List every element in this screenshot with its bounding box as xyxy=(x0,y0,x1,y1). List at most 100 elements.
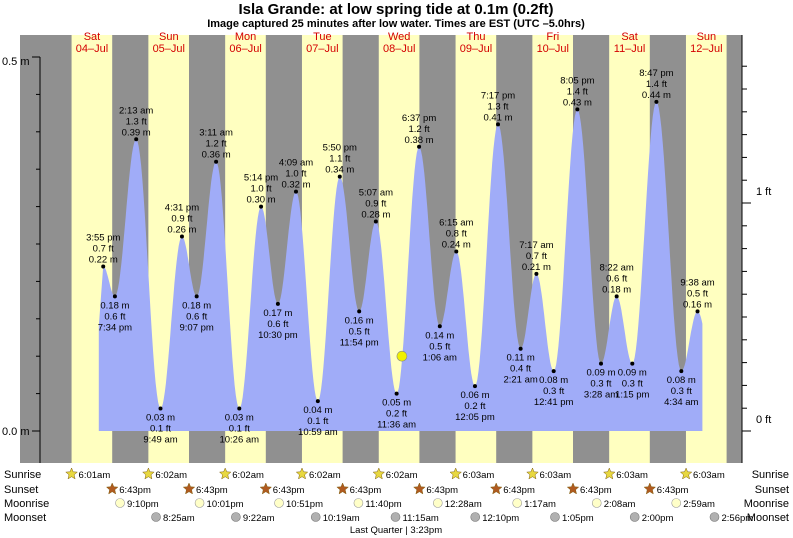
tide-point xyxy=(454,249,459,254)
moonrise-label-right: Moonrise xyxy=(744,498,789,510)
tide-point xyxy=(472,384,477,389)
tide-label: 0.11 m xyxy=(506,353,534,364)
sunrise-label-left: Sunrise xyxy=(4,469,41,481)
tide-label: 7:17 am xyxy=(519,240,553,251)
tide-area xyxy=(98,101,703,432)
tide-label: 3:11 am xyxy=(199,128,233,139)
tide-label: 8:22 am xyxy=(600,262,634,273)
tide-label: 2:21 am xyxy=(503,375,537,386)
tide-label: 8:05 pm xyxy=(560,75,594,86)
chart-subtitle: Image captured 25 minutes after low wate… xyxy=(207,18,585,30)
tide-label: 0.1 ft xyxy=(229,424,250,435)
tide-label: 0.7 ft xyxy=(93,243,114,254)
sun-star-icon xyxy=(105,482,119,495)
tide-label: 0.08 m xyxy=(667,375,696,386)
day-date: 07–Jul xyxy=(306,43,338,55)
tide-label: 0.9 ft xyxy=(365,199,386,210)
sun-star-icon xyxy=(336,482,349,495)
tide-label: 10:26 am xyxy=(219,435,259,446)
tide-label: 0.09 m xyxy=(586,368,615,379)
tide-point xyxy=(112,294,117,299)
tide-label: 0.26 m xyxy=(167,225,196,236)
tide-label: 0.1 ft xyxy=(150,424,171,435)
tide-label: 0.9 ft xyxy=(171,214,192,225)
sun-star-icon xyxy=(413,482,426,495)
sunrise-time: 6:03am xyxy=(616,470,648,481)
moonset-time: 9:22am xyxy=(243,513,275,524)
tide-label: 8:47 pm xyxy=(639,68,673,79)
sun-star-icon xyxy=(372,467,386,480)
moonset-icon xyxy=(151,512,161,522)
moonrise-icon xyxy=(671,498,682,508)
moonrise-icon xyxy=(432,498,443,508)
tide-label: 0.3 ft xyxy=(543,386,564,397)
tide-label: 9:49 am xyxy=(143,435,177,446)
moonrise-time: 9:10pm xyxy=(127,499,159,510)
right-axis-bottom-label: 0 ft xyxy=(756,414,771,426)
tide-label: 0.28 m xyxy=(361,210,390,221)
tide-label: 1.3 ft xyxy=(126,116,147,127)
tide-point xyxy=(101,264,106,269)
tide-label: 0.06 m xyxy=(460,390,489,401)
tide-label: 1:15 pm xyxy=(615,390,649,401)
moonset-icon xyxy=(470,512,481,522)
tide-label: 0.18 m xyxy=(100,300,129,311)
sunrise-time: 6:03am xyxy=(539,470,571,481)
day-date: 09–Jul xyxy=(460,43,492,55)
day-date: 11–Jul xyxy=(614,43,646,55)
tide-point xyxy=(630,361,635,366)
sunrise-time: 6:02am xyxy=(309,470,341,481)
tide-label: 1.2 ft xyxy=(206,139,227,150)
day-name: Sun xyxy=(697,31,717,43)
moonset-time: 8:25am xyxy=(163,513,195,524)
tide-label: 0.38 m xyxy=(405,135,434,146)
tide-label: 12:05 pm xyxy=(455,412,495,423)
sun-star-icon xyxy=(566,482,580,495)
tide-point xyxy=(337,174,342,179)
tide-label: 1:06 am xyxy=(423,352,457,363)
day-name: Sat xyxy=(84,31,101,43)
right-axis-top-label: 1 ft xyxy=(756,186,771,198)
tide-point xyxy=(551,369,556,374)
moonset-time: 2:00pm xyxy=(642,513,674,524)
moonset-label-left: Moonset xyxy=(4,512,46,524)
tide-label: 6:15 am xyxy=(439,217,473,228)
tide-point xyxy=(679,369,684,374)
day-name: Fri xyxy=(546,31,559,43)
tide-point xyxy=(158,406,163,411)
tide-label: 9:07 pm xyxy=(180,322,214,333)
sun-star-icon xyxy=(259,482,273,495)
tide-label: 0.41 m xyxy=(483,112,512,123)
sunset-time: 6:43pm xyxy=(350,485,382,496)
sunset-label-left: Sunset xyxy=(4,484,38,496)
tide-label: 11:36 am xyxy=(377,420,416,431)
moonset-time: 10:19am xyxy=(323,513,360,524)
tide-label: 0.34 m xyxy=(325,165,354,176)
moonset-icon xyxy=(231,512,241,522)
tide-label: 0.30 m xyxy=(247,195,276,206)
tide-label: 0.5 ft xyxy=(687,288,708,299)
tide-point xyxy=(275,301,280,306)
sun-star-icon xyxy=(449,467,463,480)
tide-label: 1.4 ft xyxy=(567,86,588,97)
moonrise-time: 10:51pm xyxy=(286,499,323,510)
tide-label: 3:55 pm xyxy=(86,232,120,243)
tide-label: 0.6 ft xyxy=(267,319,288,330)
tide-label: 0.3 ft xyxy=(590,379,611,390)
tide-point xyxy=(293,189,298,194)
day-name: Wed xyxy=(388,31,410,43)
tide-point xyxy=(496,122,501,127)
tide-point xyxy=(259,204,264,209)
sunset-time: 6:43pm xyxy=(273,485,305,496)
tide-point xyxy=(357,309,362,314)
moonrise-time: 2:08am xyxy=(604,499,636,510)
day-header: Sat04–JulSun05–JulMon06–JulTue07–JulWed0… xyxy=(76,31,723,55)
tide-label: 1.0 ft xyxy=(285,169,306,180)
tide-label: 0.18 m xyxy=(602,284,631,295)
moonset-time: 2:56pm xyxy=(721,513,753,524)
sunset-time: 6:43pm xyxy=(657,485,689,496)
tide-point xyxy=(518,346,523,351)
moonrise-icon xyxy=(194,498,205,508)
tide-label: 0.6 ft xyxy=(186,311,207,322)
